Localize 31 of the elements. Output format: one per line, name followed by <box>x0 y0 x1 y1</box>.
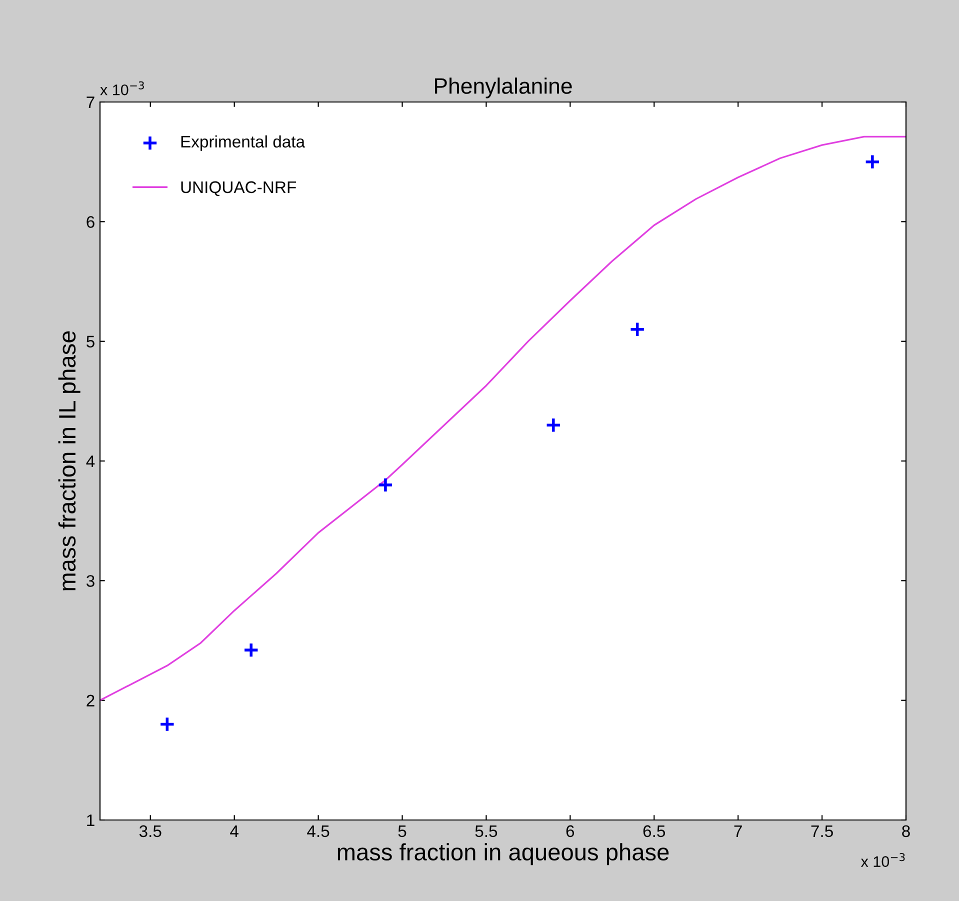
x-axis-title: mass fraction in aqueous phase <box>338 843 669 866</box>
x-tick-label: 4 <box>230 825 238 837</box>
y-tick-label: 7 <box>86 96 94 108</box>
x-tick-label: 6.5 <box>643 825 666 838</box>
x-tick-label: 7.5 <box>811 825 833 838</box>
chart-title: Phenylalanine <box>435 78 572 98</box>
point <box>864 154 880 170</box>
x-tick-label: 7 <box>734 825 742 837</box>
point <box>377 476 394 493</box>
y-tick-label: 5 <box>86 336 94 348</box>
y-tick-label: 4 <box>86 456 95 468</box>
x-tick-label: 3.5 <box>139 825 162 838</box>
x-tick-label: 4.5 <box>307 825 330 838</box>
text: x 10$^{−3}$ <box>100 81 144 96</box>
y-tick-label: 2 <box>86 694 94 706</box>
point <box>243 642 260 658</box>
text: x 10$^{−3}$ <box>860 853 905 868</box>
point <box>629 321 646 338</box>
y-tick-label: 6 <box>86 216 94 228</box>
y-tick-label: 3 <box>86 575 94 587</box>
line-series <box>100 136 906 702</box>
x-tick-label: 6 <box>566 825 574 838</box>
legend-label: UNIQUAC-NRF <box>181 181 296 196</box>
point <box>545 417 562 434</box>
x-tick-label: 8 <box>902 825 910 838</box>
x-tick-label: 5 <box>398 825 406 838</box>
point <box>159 716 176 732</box>
y-tick-label: 1 <box>87 814 94 826</box>
x-tick-label: 5.5 <box>475 825 498 838</box>
legend-label: Exprimental data <box>181 135 306 151</box>
y-axis-title: mass fraction in IL phase <box>58 331 80 590</box>
